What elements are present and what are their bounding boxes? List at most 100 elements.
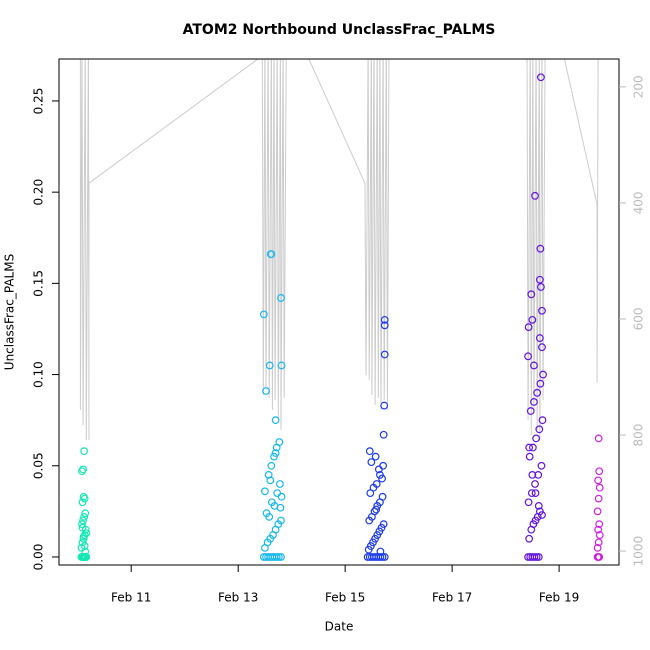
point <box>82 553 91 561</box>
point <box>270 452 278 461</box>
point <box>535 334 544 342</box>
point <box>535 425 544 434</box>
point <box>378 492 387 501</box>
point <box>535 275 544 284</box>
point <box>524 323 533 332</box>
point <box>80 447 89 456</box>
point <box>80 512 89 521</box>
point <box>595 553 604 561</box>
point <box>379 430 388 439</box>
point <box>264 470 273 479</box>
point <box>595 520 604 529</box>
y-tick-label: 0.25 <box>32 88 46 115</box>
point <box>275 438 284 446</box>
point <box>277 361 286 370</box>
point <box>277 294 285 302</box>
point <box>79 533 88 541</box>
point <box>78 523 87 532</box>
point <box>526 407 535 415</box>
point <box>528 315 537 324</box>
point <box>536 244 545 253</box>
point <box>595 467 604 476</box>
point <box>78 520 86 529</box>
point <box>595 483 604 492</box>
point <box>277 492 286 501</box>
point <box>594 494 603 503</box>
point <box>376 547 385 556</box>
point <box>534 553 543 561</box>
point <box>274 553 283 561</box>
point <box>524 498 533 507</box>
point <box>374 465 383 474</box>
point <box>376 553 385 561</box>
point <box>276 503 285 512</box>
plot-frame <box>58 58 620 566</box>
point <box>380 350 389 359</box>
point <box>275 480 284 488</box>
point <box>594 476 603 485</box>
x-axis-label: Date <box>325 620 354 634</box>
point <box>534 470 543 479</box>
y2-tick-label: 200 <box>632 75 646 98</box>
x-tick-label: Feb 13 <box>218 591 258 605</box>
y2-tick-label: 800 <box>632 424 646 447</box>
point <box>530 553 539 561</box>
point <box>365 447 374 456</box>
point <box>538 511 546 519</box>
point <box>261 487 269 496</box>
y-tick-label: 0.00 <box>32 544 46 571</box>
point <box>372 480 381 488</box>
point <box>531 191 539 200</box>
point <box>80 494 89 503</box>
point <box>277 516 285 525</box>
point <box>81 547 90 556</box>
x-tick-label: Feb 11 <box>111 591 151 605</box>
point <box>372 505 381 514</box>
x-tick-label: Feb 19 <box>539 591 579 605</box>
point <box>593 543 602 552</box>
point <box>527 290 536 299</box>
point <box>528 470 537 479</box>
y-tick-label: 0.05 <box>32 452 46 479</box>
point <box>532 434 540 443</box>
point <box>272 553 281 561</box>
point <box>530 398 538 406</box>
plot-area <box>77 59 604 561</box>
point <box>533 388 542 397</box>
point <box>271 416 280 425</box>
point <box>538 343 546 352</box>
point <box>594 525 603 534</box>
point <box>531 489 540 498</box>
point <box>528 443 537 452</box>
x-tick-label: Feb 17 <box>432 591 472 605</box>
y-tick-label: 0.10 <box>32 361 46 388</box>
point <box>593 507 602 516</box>
point <box>265 361 274 370</box>
point <box>81 509 90 518</box>
point <box>271 449 280 457</box>
point <box>380 401 389 410</box>
point <box>594 538 603 547</box>
x-tick-label: Feb 15 <box>325 591 365 605</box>
point <box>534 501 543 510</box>
point <box>380 315 389 324</box>
point <box>531 480 539 488</box>
point <box>378 474 386 483</box>
point <box>265 512 274 521</box>
point <box>527 489 536 498</box>
point <box>539 370 547 379</box>
point <box>538 416 547 425</box>
point <box>259 310 268 319</box>
point <box>277 553 285 561</box>
y2-tick-label: 400 <box>632 191 646 214</box>
point <box>536 379 545 388</box>
point <box>262 387 270 395</box>
point <box>537 73 545 82</box>
point <box>379 520 388 529</box>
point <box>79 465 87 474</box>
point <box>79 516 87 525</box>
point <box>537 461 546 470</box>
line-series <box>79 59 599 441</box>
